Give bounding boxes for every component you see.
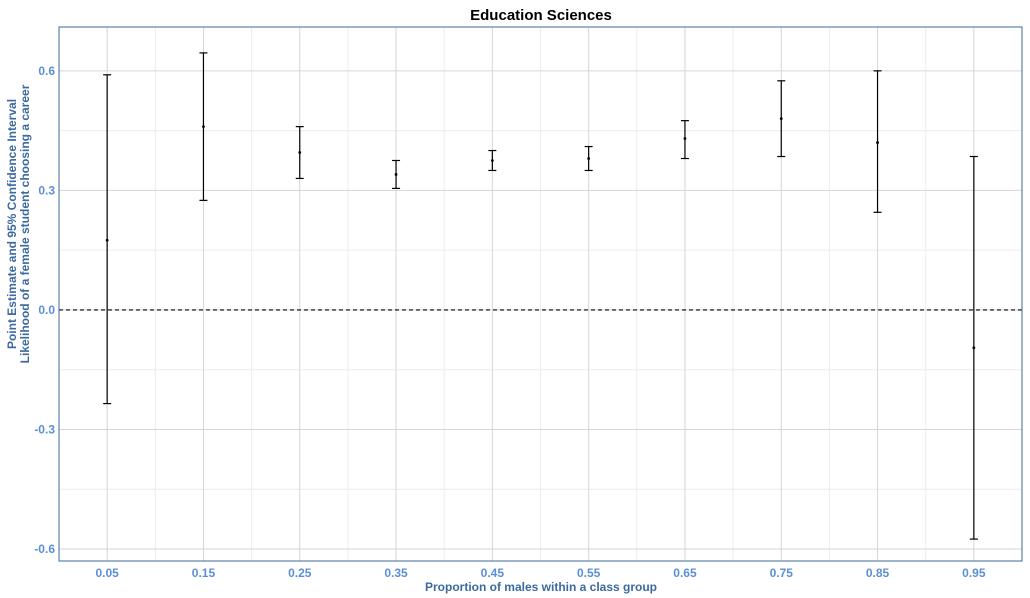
chart-title: Education Sciences [470, 7, 612, 24]
error-bar-6 [680, 120, 689, 160]
x-axis-tick-labels: 0.05 0.15 0.25 0.35 0.45 0.55 0.65 0.75 0.85 0.95 [95, 566, 985, 580]
error-bars [103, 52, 978, 540]
error-bar-4 [488, 149, 497, 172]
error-bar-2 [295, 126, 304, 180]
point-estimate [202, 125, 205, 129]
y-tick-label: 0.6 [38, 64, 55, 78]
y-axis-title: Point Estimate and 95% Confidence Interv… [5, 84, 32, 363]
panel-border [58, 26, 1023, 562]
x-tick-label: 0.45 [481, 566, 505, 580]
y-tick-label: 0.0 [38, 303, 55, 317]
point-estimate [876, 141, 879, 144]
x-tick-label: 0.75 [770, 566, 794, 580]
point-estimate [587, 157, 591, 160]
x-tick-label: 0.35 [384, 566, 408, 580]
y-tick-label: -0.6 [34, 542, 55, 556]
y-tick-label: 0.3 [38, 183, 55, 197]
x-tick-label: 0.95 [962, 566, 986, 580]
point-estimate [105, 238, 109, 242]
y-axis-title-line-2: Likelihood of a female student choosing … [18, 84, 32, 363]
point-estimate [298, 151, 302, 154]
y-axis-title-line-1: Point Estimate and 95% Confidence Interv… [5, 99, 19, 349]
x-tick-label: 0.25 [288, 566, 312, 580]
error-bar-9 [969, 155, 978, 540]
x-tick-label: 0.65 [673, 566, 697, 580]
point-estimate [972, 346, 976, 350]
error-bar-8 [873, 70, 882, 213]
plot-panel [58, 26, 1023, 562]
x-tick-label: 0.55 [577, 566, 601, 580]
x-tick-label: 0.15 [192, 566, 216, 580]
error-bar-1 [199, 52, 208, 201]
x-tick-label: 0.05 [95, 566, 119, 580]
x-axis-title: Proportion of males within a class group [425, 580, 657, 594]
point-estimate [779, 117, 783, 121]
point-estimate [683, 137, 687, 140]
point-estimate [490, 159, 494, 162]
error-bar-7 [777, 80, 786, 158]
error-bar-5 [584, 145, 593, 172]
error-bar-3 [392, 159, 401, 189]
y-axis-tick-labels: -0.6 -0.3 0.0 0.3 0.6 [34, 64, 55, 556]
point-estimate [394, 173, 398, 176]
error-bar-0 [103, 74, 112, 405]
x-tick-label: 0.85 [866, 566, 890, 580]
y-tick-label: -0.3 [34, 422, 55, 436]
